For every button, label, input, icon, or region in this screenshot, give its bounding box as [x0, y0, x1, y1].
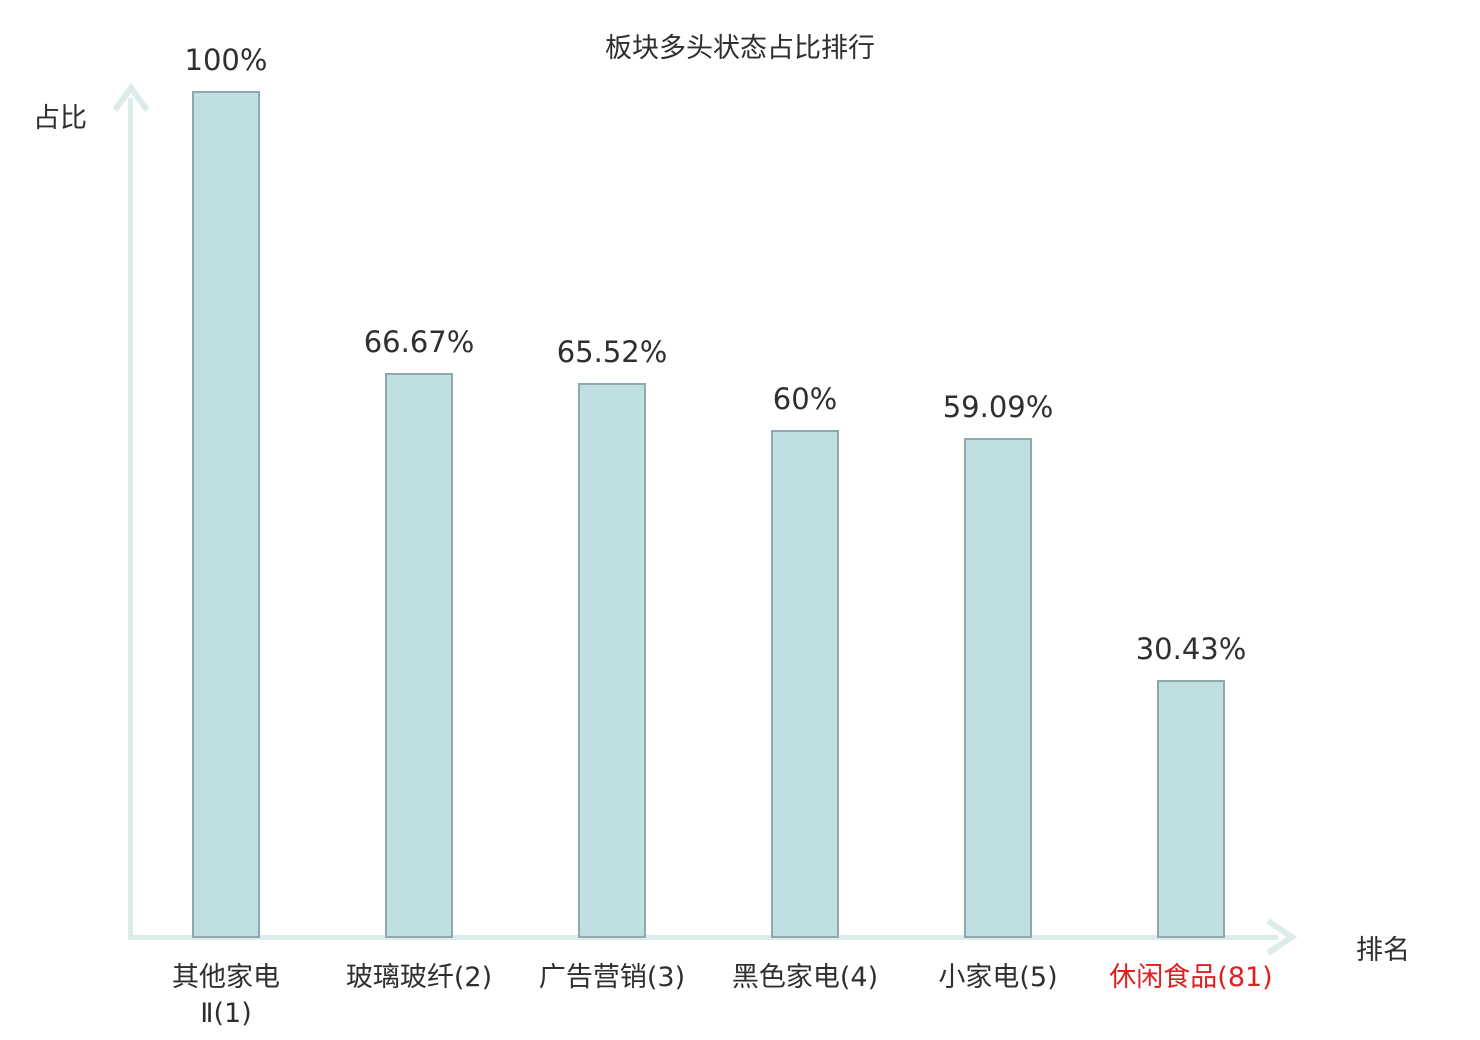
x-axis-line: [128, 935, 1278, 940]
bar: [1157, 680, 1225, 938]
bar-value-label: 30.43%: [1135, 632, 1247, 667]
y-axis-label: 占比: [33, 103, 87, 134]
chart-title: 板块多头状态占比排行: [605, 33, 875, 64]
bar-category-label: 黑色家电(4): [731, 962, 879, 993]
bar: [385, 373, 453, 938]
y-axis-arrow-icon: [109, 80, 153, 120]
y-axis-line: [128, 98, 133, 938]
bar-value-label: 100%: [184, 43, 268, 77]
bar: [192, 91, 260, 938]
bar-category-label: 小家电(5): [938, 962, 1058, 993]
x-axis-label: 排名: [1356, 935, 1410, 966]
bar-category-label: 休闲食品(81): [1109, 962, 1273, 993]
bar-category-label: 其他家电 Ⅱ(1): [172, 962, 280, 1029]
bar-value-label: 59.09%: [942, 389, 1054, 424]
bar: [578, 383, 646, 938]
bar-value-label: 60%: [772, 381, 838, 416]
bar-value-label: 65.52%: [556, 335, 668, 370]
bar-value-label: 66.67%: [363, 325, 475, 360]
bar-category-label: 广告营销(3): [538, 962, 686, 993]
bar: [771, 429, 839, 938]
x-axis-arrow-icon: [1258, 915, 1302, 963]
bar: [964, 437, 1032, 938]
bar-category-label: 玻璃玻纤(2): [345, 962, 493, 993]
